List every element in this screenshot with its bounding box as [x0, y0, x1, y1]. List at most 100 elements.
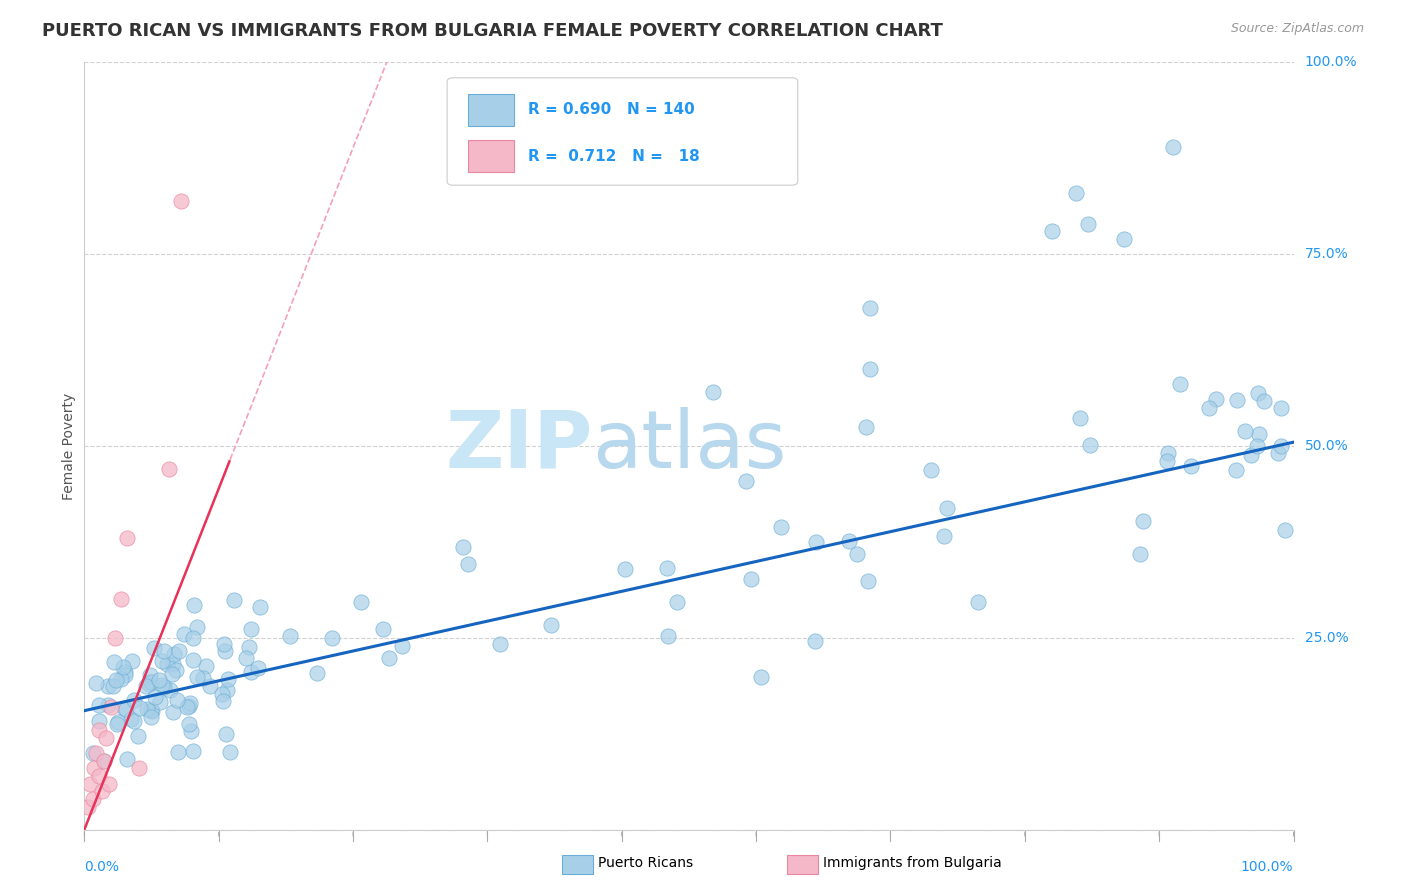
Text: 50.0%: 50.0%: [1305, 439, 1348, 453]
Point: [1114, 232, 1136, 246]
Point: [457, 557, 479, 571]
Text: 100.0%: 100.0%: [1241, 860, 1294, 874]
Point: [321, 631, 343, 645]
Point: [115, 702, 138, 716]
Point: [110, 592, 132, 607]
Point: [82, 792, 104, 806]
Point: [139, 668, 162, 682]
Point: [135, 679, 157, 693]
Point: [87, 723, 110, 737]
Point: [135, 702, 157, 716]
Point: [212, 637, 235, 651]
Text: R =  0.712   N =   18: R = 0.712 N = 18: [529, 149, 700, 163]
Point: [920, 463, 942, 477]
Point: [1247, 386, 1270, 401]
Point: [150, 654, 173, 668]
Point: [238, 640, 260, 654]
Point: [84, 676, 107, 690]
Point: [350, 595, 373, 609]
Point: [143, 690, 166, 704]
Point: [115, 531, 138, 545]
Point: [169, 643, 191, 657]
Text: ZIP: ZIP: [444, 407, 592, 485]
Point: [117, 752, 139, 766]
Point: [1246, 439, 1268, 453]
Point: [180, 724, 202, 739]
Point: [749, 670, 772, 684]
Point: [77, 799, 100, 814]
Point: [89, 714, 111, 728]
Point: [769, 520, 792, 534]
Text: R = 0.690   N = 140: R = 0.690 N = 140: [529, 102, 695, 117]
Point: [170, 194, 193, 208]
Point: [179, 696, 201, 710]
Point: [141, 704, 163, 718]
Point: [101, 679, 124, 693]
Text: 75.0%: 75.0%: [1305, 247, 1348, 261]
Point: [804, 634, 827, 648]
Point: [93, 754, 115, 768]
Point: [173, 627, 195, 641]
FancyBboxPatch shape: [468, 140, 513, 172]
Point: [79, 776, 101, 790]
Point: [224, 592, 246, 607]
Point: [114, 668, 136, 682]
Point: [1078, 438, 1101, 452]
Point: [142, 640, 165, 655]
Point: [163, 647, 186, 661]
Point: [177, 699, 200, 714]
Point: [150, 678, 173, 692]
Point: [157, 462, 180, 476]
Point: [218, 745, 240, 759]
Point: [1161, 140, 1184, 154]
Point: [176, 699, 198, 714]
FancyBboxPatch shape: [468, 94, 513, 126]
Point: [122, 714, 145, 729]
Point: [215, 727, 238, 741]
Point: [127, 729, 149, 743]
Point: [240, 665, 263, 679]
Point: [87, 698, 110, 712]
Point: [1040, 224, 1063, 238]
Point: [86, 746, 108, 760]
Point: [181, 632, 204, 646]
Point: [278, 629, 301, 643]
Point: [128, 761, 150, 775]
Point: [1168, 377, 1191, 392]
Point: [1234, 424, 1257, 438]
Text: Puerto Ricans: Puerto Ricans: [598, 856, 693, 871]
Point: [162, 657, 184, 672]
Point: [120, 712, 142, 726]
Text: 25.0%: 25.0%: [1305, 631, 1348, 645]
Point: [83, 761, 105, 775]
Point: [103, 656, 125, 670]
Point: [540, 618, 562, 632]
Point: [162, 705, 184, 719]
Point: [112, 701, 135, 715]
Point: [1132, 514, 1154, 528]
Point: [1064, 186, 1087, 200]
Point: [122, 693, 145, 707]
Point: [217, 672, 239, 686]
Point: [97, 679, 120, 693]
Point: [100, 699, 122, 714]
Point: [1069, 411, 1091, 425]
Point: [138, 677, 160, 691]
Point: [1129, 547, 1152, 561]
Point: [128, 700, 150, 714]
Point: [1225, 392, 1247, 407]
Point: [1270, 401, 1292, 415]
Point: [967, 594, 990, 608]
Point: [94, 731, 117, 745]
Point: [1198, 401, 1220, 415]
Text: Source: ZipAtlas.com: Source: ZipAtlas.com: [1230, 22, 1364, 36]
Point: [1157, 446, 1180, 460]
Point: [181, 653, 204, 667]
Point: [104, 631, 127, 645]
Point: [235, 651, 257, 665]
Point: [859, 301, 882, 315]
Point: [97, 776, 120, 790]
Point: [141, 675, 163, 690]
Point: [855, 420, 877, 434]
Point: [935, 501, 957, 516]
